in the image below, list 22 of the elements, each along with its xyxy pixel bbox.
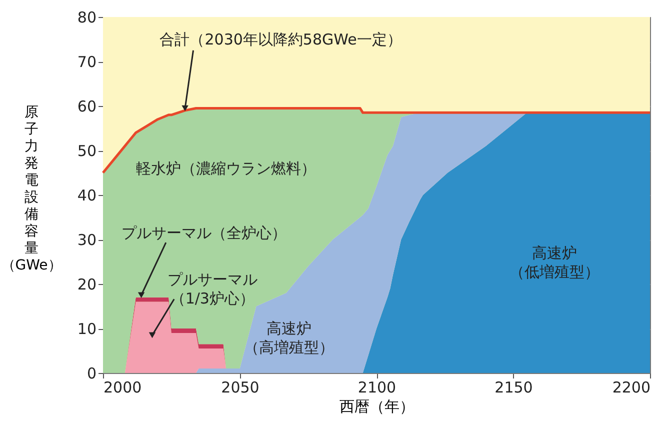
y-tick-label: 10	[77, 320, 96, 338]
series-label: 高速炉（高増殖型）	[244, 320, 334, 356]
x-tick-label: 2100	[358, 378, 396, 396]
y-tick-label: 70	[77, 53, 96, 71]
y-tick-label: 30	[77, 231, 96, 249]
y-tick-label: 40	[77, 186, 96, 204]
series-label: プルサーマル（1/3炉心）	[167, 270, 258, 308]
y-tick-label: 0	[86, 364, 96, 382]
annotation: 合計（2030年以降約58GWe一定）	[160, 30, 402, 48]
x-tick-label: 2150	[494, 378, 533, 396]
x-tick-label: 2200	[612, 378, 650, 396]
series-label: 高速炉（低増殖型）	[509, 244, 600, 281]
x-tick-label: 2050	[221, 378, 260, 396]
series-label: 軽水炉（濃縮ウラン燃料）	[136, 159, 316, 178]
x-axis-title: 西暦（年）	[340, 398, 414, 416]
y-tick-label: 50	[77, 142, 96, 160]
y-tick-label: 60	[77, 98, 96, 116]
text: プルサーマル（全炉心）	[122, 224, 287, 242]
text: 原子力発電設備容量（GWe）	[1, 104, 62, 274]
y-tick-label: 80	[77, 8, 96, 26]
y-tick-label: 20	[77, 276, 96, 294]
x-tick-label: 2000	[104, 378, 142, 396]
